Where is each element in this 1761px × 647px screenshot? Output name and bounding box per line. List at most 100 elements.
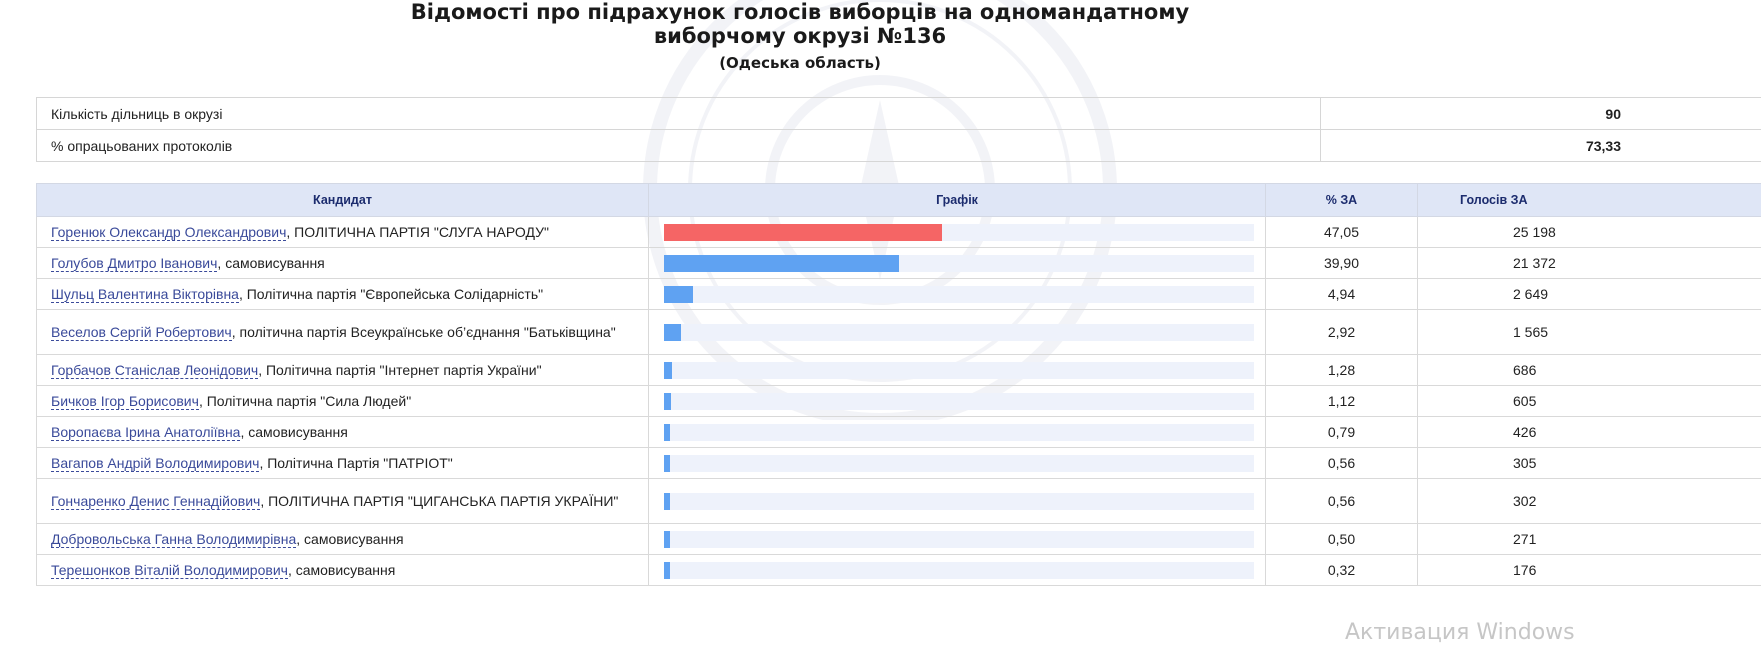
candidate-name-link[interactable]: Добровольська Ганна Володимирівна — [51, 531, 297, 548]
candidate-name-link[interactable]: Голубов Дмитро Іванович — [51, 255, 218, 272]
candidate-name-link[interactable]: Вагапов Андрій Володимирович — [51, 455, 260, 472]
percent-cell: 0,50 — [1265, 523, 1418, 555]
chart-cell — [648, 216, 1266, 248]
candidate-party: , політична партія Всеукраїнське об’єдна… — [231, 324, 616, 340]
percent-cell: 2,92 — [1265, 309, 1418, 355]
page-header: Відомості про підрахунок голосів виборці… — [0, 0, 1600, 72]
vote-bar-track — [664, 285, 1254, 303]
header-percent: % ЗА — [1265, 183, 1418, 217]
candidate-name-link[interactable]: Веселов Сергій Робертович — [51, 324, 232, 341]
candidate-row: Добровольська Ганна Володимирівна, самов… — [36, 523, 1761, 555]
vote-bar — [664, 492, 670, 510]
chart-cell — [648, 385, 1266, 417]
candidate-name-link[interactable]: Шульц Валентина Вікторівна — [51, 286, 239, 303]
vote-bar-track — [664, 323, 1254, 341]
summary-row: % опрацьованих протоколів 73,33 — [36, 129, 1761, 162]
chart-cell — [648, 354, 1266, 386]
candidate-row: Горбачов Станіслав Леонідович, Політична… — [36, 354, 1761, 386]
header-candidate: Кандидат — [36, 183, 649, 217]
candidate-party: , ПОЛІТИЧНА ПАРТІЯ "СЛУГА НАРОДУ" — [286, 224, 549, 240]
percent-cell: 1,12 — [1265, 385, 1418, 417]
percent-cell: 0,56 — [1265, 478, 1418, 524]
percent-cell: 1,28 — [1265, 354, 1418, 386]
results-table: Кандидат Графік % ЗА Голосів ЗА Горенюк … — [36, 183, 1761, 586]
page-title: Відомості про підрахунок голосів виборці… — [410, 0, 1190, 24]
summary-row: Кількість дільниць в окрузі 90 — [36, 97, 1761, 130]
votes-cell: 2 649 — [1417, 278, 1761, 310]
chart-cell — [648, 447, 1266, 479]
candidate-party: , самовисування — [217, 255, 325, 271]
candidate-cell: Веселов Сергій Робертович, політична пар… — [36, 309, 649, 355]
vote-bar — [664, 530, 670, 548]
votes-cell: 21 372 — [1417, 247, 1761, 279]
candidate-name-link[interactable]: Гончаренко Денис Геннадійович — [51, 493, 261, 510]
vote-bar-track — [664, 254, 1254, 272]
page-title-line2: виборчому окрузі №136 — [653, 24, 947, 48]
candidate-cell: Голубов Дмитро Іванович, самовисування — [36, 247, 649, 279]
candidate-cell: Шульц Валентина Вікторівна, Політична па… — [36, 278, 649, 310]
candidate-row: Веселов Сергій Робертович, політична пар… — [36, 309, 1761, 355]
percent-cell: 47,05 — [1265, 216, 1418, 248]
vote-bar — [664, 223, 942, 241]
percent-cell: 4,94 — [1265, 278, 1418, 310]
votes-cell: 1 565 — [1417, 309, 1761, 355]
percent-cell: 39,90 — [1265, 247, 1418, 279]
vote-bar-track — [664, 530, 1254, 548]
candidate-party: , Політична Партія "ПАТРІОТ" — [259, 455, 453, 471]
candidate-cell: Бичков Ігор Борисович, Політична партія … — [36, 385, 649, 417]
votes-cell: 25 198 — [1417, 216, 1761, 248]
header-chart: Графік — [648, 183, 1266, 217]
candidate-party: , самовисування — [240, 424, 348, 440]
votes-cell: 305 — [1417, 447, 1761, 479]
candidate-party: , самовисування — [287, 562, 396, 578]
region-subtitle: (Одеська область) — [719, 54, 881, 72]
vote-bar — [664, 454, 670, 472]
candidate-name-link[interactable]: Воропаєва Ірина Анатоліївна — [51, 424, 241, 441]
candidate-party: , Політична партія "Європейська Солідарн… — [238, 286, 544, 302]
candidate-name-link[interactable]: Горенюк Олександр Олександрович — [51, 224, 287, 241]
chart-cell — [648, 523, 1266, 555]
candidate-cell: Горбачов Станіслав Леонідович, Політична… — [36, 354, 649, 386]
vote-bar — [664, 254, 899, 272]
candidate-cell: Вагапов Андрій Володимирович, Політична … — [36, 447, 649, 479]
candidate-row: Шульц Валентина Вікторівна, Політична па… — [36, 278, 1761, 310]
summary-value: 90 — [1320, 97, 1761, 130]
candidate-party: , Політична партія "Сила Людей" — [198, 393, 412, 409]
votes-cell: 605 — [1417, 385, 1761, 417]
candidate-party: , самовисування — [296, 531, 404, 547]
votes-cell: 302 — [1417, 478, 1761, 524]
vote-bar-track — [664, 423, 1254, 441]
chart-cell — [648, 478, 1266, 524]
percent-cell: 0,56 — [1265, 447, 1418, 479]
vote-bar-track — [664, 392, 1254, 410]
chart-cell — [648, 247, 1266, 279]
candidate-cell: Воропаєва Ірина Анатоліївна, самовисуван… — [36, 416, 649, 448]
vote-bar — [664, 423, 670, 441]
votes-cell: 271 — [1417, 523, 1761, 555]
summary-label: Кількість дільниць в окрузі — [36, 97, 1321, 130]
candidate-party: , ПОЛІТИЧНА ПАРТІЯ "ЦИГАНСЬКА ПАРТІЯ УКР… — [260, 493, 619, 509]
candidate-party: , Політична партія "Інтернет партія Укра… — [258, 362, 542, 378]
candidate-cell: Терешонков Віталій Володимирович, самови… — [36, 554, 649, 586]
vote-bar — [664, 392, 671, 410]
candidate-row: Горенюк Олександр Олександрович, ПОЛІТИЧ… — [36, 216, 1761, 248]
candidate-row: Воропаєва Ірина Анатоліївна, самовисуван… — [36, 416, 1761, 448]
vote-bar — [664, 561, 670, 579]
candidate-row: Голубов Дмитро Іванович, самовисування 39… — [36, 247, 1761, 279]
summary-label: % опрацьованих протоколів — [36, 129, 1321, 162]
vote-bar-track — [664, 361, 1254, 379]
candidate-row: Вагапов Андрій Володимирович, Політична … — [36, 447, 1761, 479]
votes-cell: 176 — [1417, 554, 1761, 586]
votes-cell: 426 — [1417, 416, 1761, 448]
candidate-name-link[interactable]: Терешонков Віталій Володимирович — [51, 562, 288, 579]
candidate-cell: Гончаренко Денис Геннадійович, ПОЛІТИЧНА… — [36, 478, 649, 524]
header-votes: Голосів ЗА — [1417, 183, 1761, 217]
vote-bar-track — [664, 454, 1254, 472]
summary-table: Кількість дільниць в окрузі 90 % опрацьо… — [36, 97, 1761, 162]
candidate-cell: Добровольська Ганна Володимирівна, самов… — [36, 523, 649, 555]
candidate-name-link[interactable]: Горбачов Станіслав Леонідович — [51, 362, 259, 379]
candidate-name-link[interactable]: Бичков Ігор Борисович — [51, 393, 199, 410]
candidate-cell: Горенюк Олександр Олександрович, ПОЛІТИЧ… — [36, 216, 649, 248]
chart-cell — [648, 554, 1266, 586]
chart-cell — [648, 416, 1266, 448]
